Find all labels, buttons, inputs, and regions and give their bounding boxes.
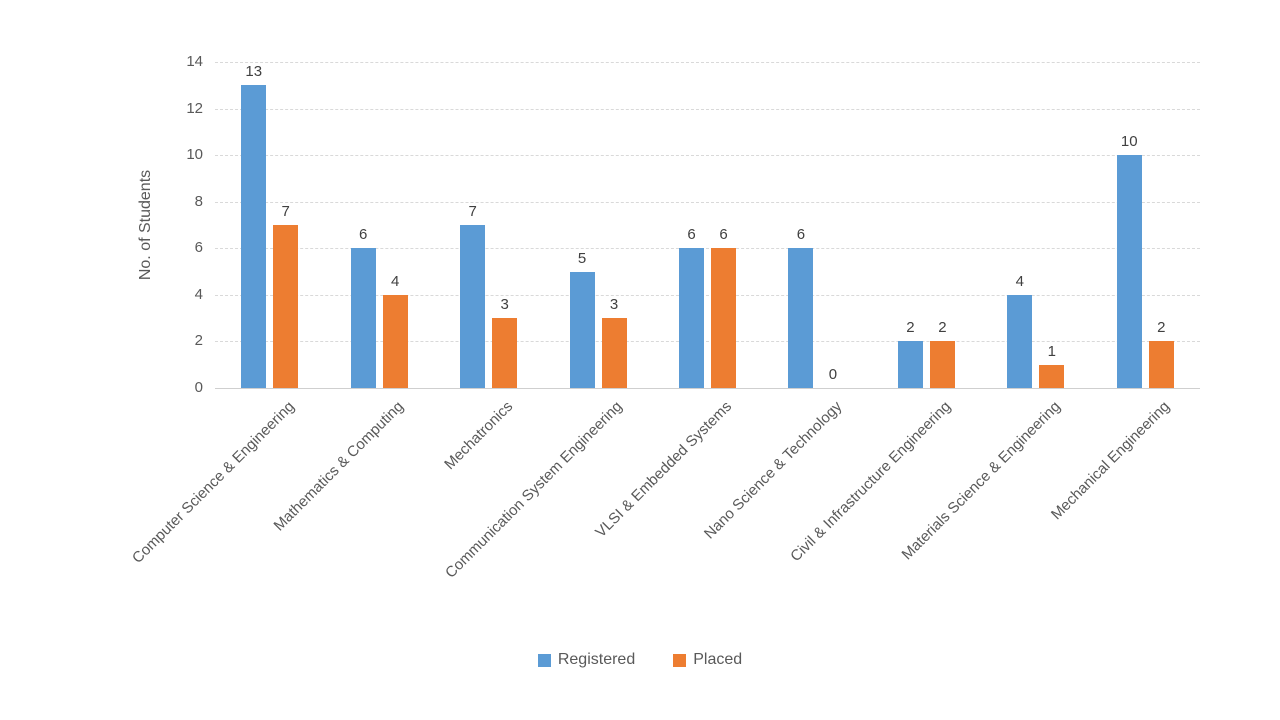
y-tick-label: 8	[194, 192, 203, 210]
bar-registered	[1116, 155, 1142, 388]
legend-swatch-placed	[673, 653, 687, 667]
bar-registered	[679, 248, 704, 388]
value-label: 2	[938, 319, 947, 337]
legend-swatch-registered	[537, 653, 551, 667]
gridline	[215, 108, 1200, 110]
gridline	[215, 62, 1200, 63]
y-tick-label: 2	[194, 332, 203, 350]
bar-placed	[929, 341, 955, 388]
y-tick-label: 0	[194, 379, 203, 396]
value-label: 6	[796, 226, 806, 244]
legend: Registered Placed	[0, 651, 1280, 669]
value-label: 13	[245, 63, 263, 81]
value-label: 6	[687, 226, 696, 244]
value-label: 7	[281, 203, 290, 220]
y-tick-label: 12	[186, 99, 203, 117]
bar-registered	[241, 85, 267, 388]
legend-item-registered: Registered	[537, 651, 636, 669]
value-label: 5	[577, 249, 587, 267]
x-axis-label: Mechatronics	[441, 398, 517, 474]
bar-placed	[382, 294, 408, 388]
bar-placed	[273, 225, 299, 388]
value-label: 2	[906, 319, 915, 337]
x-axis-line	[215, 388, 1200, 389]
bar-placed	[601, 318, 627, 388]
value-label: 3	[609, 296, 619, 314]
x-axis-label: Mathematics & Computing	[270, 398, 408, 535]
bar-registered	[897, 341, 923, 388]
x-axis-label: Mechanical Engineering	[1048, 398, 1174, 524]
value-label: 10	[1120, 133, 1138, 151]
y-tick-label: 6	[194, 239, 203, 257]
gridline	[215, 294, 1200, 296]
bar-registered	[569, 271, 595, 388]
bar-registered	[460, 225, 486, 388]
bar-placed	[492, 318, 518, 388]
gridline	[215, 155, 1200, 157]
bar-registered	[350, 248, 376, 388]
value-label: 6	[719, 226, 728, 244]
y-tick-label: 14	[186, 53, 203, 70]
value-label: 3	[500, 296, 509, 314]
value-label: 4	[390, 272, 400, 290]
bar-placed	[1039, 364, 1065, 388]
bar-registered	[788, 248, 814, 388]
gridline	[215, 201, 1200, 203]
legend-label: Placed	[693, 651, 743, 668]
x-axis-label: Computer Science & Engineering	[128, 398, 298, 567]
value-label: 6	[358, 226, 368, 244]
bar-placed	[1148, 341, 1174, 388]
x-axis-label: Communication System Engineering	[442, 398, 627, 582]
value-label: 7	[468, 203, 477, 220]
y-tick-label: 10	[186, 146, 203, 164]
y-axis-title: No. of Students	[137, 169, 154, 281]
value-label: 1	[1047, 342, 1056, 360]
legend-item-placed: Placed	[673, 651, 742, 669]
value-label: 2	[1157, 319, 1166, 337]
value-label: 4	[1015, 272, 1024, 290]
y-tick-label: 4	[194, 285, 203, 303]
bar-placed	[711, 248, 736, 388]
gridline	[215, 248, 1200, 250]
legend-label: Registered	[557, 651, 636, 668]
gridline	[215, 341, 1200, 343]
value-label: 0	[828, 366, 838, 383]
bar-registered	[1007, 294, 1033, 388]
